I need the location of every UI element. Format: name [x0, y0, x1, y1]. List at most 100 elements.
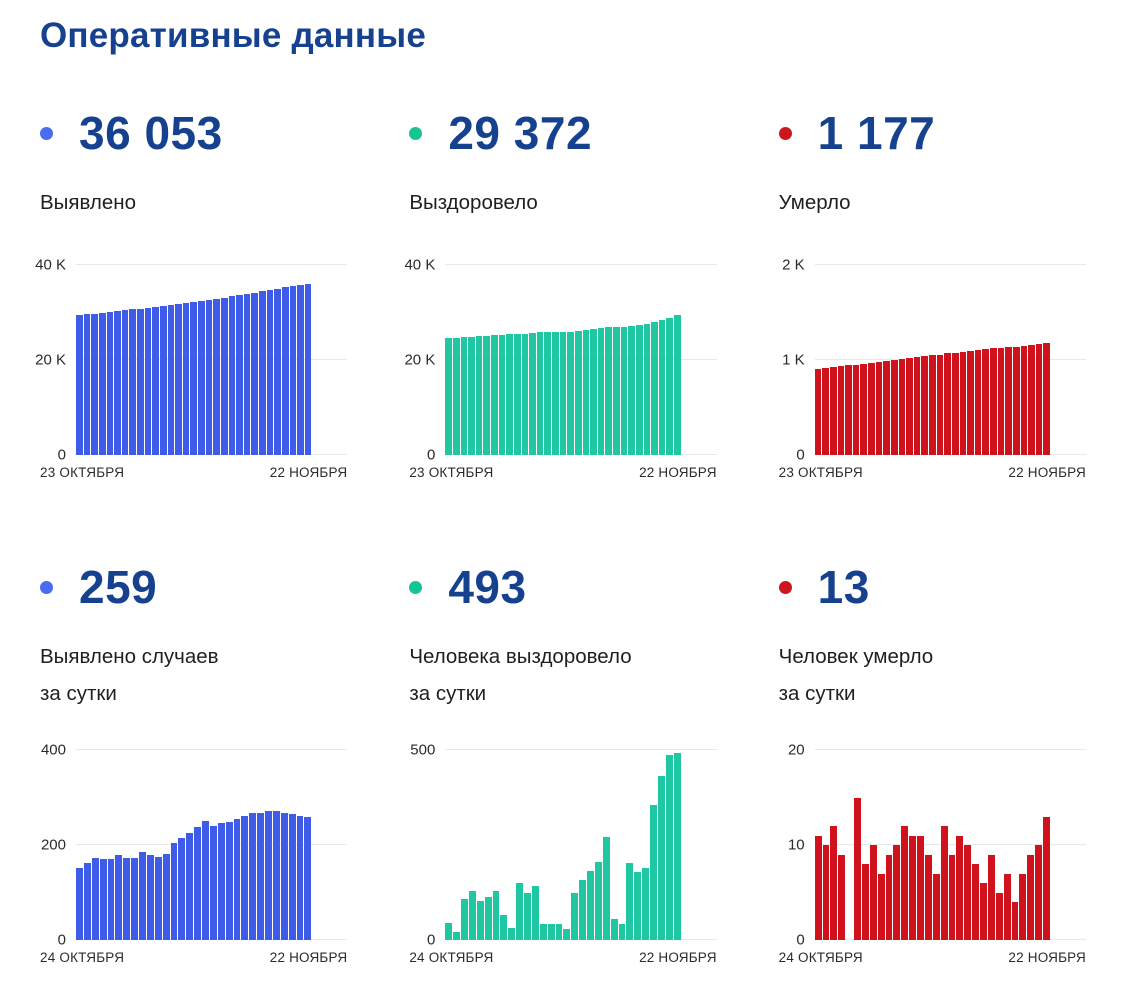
y-axis-labels: 20 10 0 [779, 742, 815, 949]
blue-dot-icon [40, 126, 53, 140]
gridline [814, 844, 1086, 845]
stat-value: 29 372 [448, 107, 593, 159]
bar [1019, 873, 1027, 940]
stat-label-line: за сутки [40, 682, 117, 705]
bar [115, 854, 123, 940]
bar [814, 368, 822, 455]
bar [634, 872, 642, 940]
y-tick-label: 0 [426, 446, 436, 464]
bar [144, 307, 152, 455]
bar [220, 297, 228, 455]
bar [98, 312, 106, 455]
bar [531, 886, 539, 940]
bar [146, 855, 154, 940]
stat-label: Выявлено случаев за сутки [40, 638, 347, 712]
bar [650, 805, 657, 940]
bar [635, 324, 643, 455]
bar [814, 835, 822, 940]
bar [137, 308, 144, 455]
stat-label: Человек умерло за сутки [779, 638, 1086, 712]
x-axis-end-label: 22 НОЯБРЯ [1008, 465, 1086, 480]
gridline [76, 749, 348, 750]
gridline [814, 264, 1086, 265]
bar [1035, 344, 1043, 455]
bar [597, 328, 605, 455]
bar [1035, 845, 1043, 940]
y-tick-label: 40 K [35, 256, 66, 274]
bar [964, 845, 972, 940]
bar [152, 306, 159, 455]
stat-label: Выявлено [40, 184, 347, 221]
bar [265, 810, 272, 940]
top-row: 36 053 Выявлено 40 K 20 K 0 23 ОКТЯБРЯ 22 … [35, 104, 1086, 482]
bar [893, 845, 901, 940]
gridline [76, 264, 348, 265]
bar [280, 813, 288, 940]
bar [281, 287, 289, 455]
bar-series [76, 750, 312, 940]
bar [651, 322, 658, 455]
stat-label: Человека выздоровело за сутки [409, 638, 716, 712]
y-axis-labels: 500 0 [409, 742, 445, 949]
x-axis: 24 ОКТЯБРЯ 22 НОЯБРЯ [40, 949, 347, 967]
bar [852, 364, 860, 455]
stat-card-detected-total: 36 053 Выявлено 40 K 20 K 0 23 ОКТЯБРЯ 22 … [35, 104, 348, 482]
x-axis-end-label: 22 НОЯБРЯ [1008, 950, 1086, 965]
stat-card-recovered-daily: 493 Человека выздоровело за сутки 500 0 2… [409, 558, 717, 967]
bar [1012, 346, 1020, 455]
stat-row: 259 [40, 558, 347, 616]
bar [980, 883, 987, 940]
page-title: Оперативные данные [40, 16, 426, 55]
bar [288, 814, 296, 940]
stat-row: 29 372 [409, 104, 716, 162]
bar [241, 816, 249, 940]
bar [860, 363, 868, 455]
y-axis-labels: 2 K 1 K 0 [779, 257, 815, 464]
bar [296, 815, 304, 940]
x-axis: 23 ОКТЯБРЯ 22 НОЯБРЯ [40, 464, 347, 482]
bar [829, 366, 837, 455]
bar [139, 852, 146, 940]
y-axis-labels: 400 200 0 [40, 742, 76, 949]
bar [272, 811, 280, 940]
bar [476, 900, 484, 940]
bar [547, 924, 555, 940]
y-tick-label: 0 [796, 931, 805, 949]
bar [995, 892, 1003, 940]
x-axis-start-label: 23 ОКТЯБРЯ [409, 465, 494, 480]
bar [658, 320, 666, 455]
bar [594, 861, 602, 940]
stat-label-line: Выздоровело [409, 191, 538, 214]
bar [304, 816, 312, 940]
stat-card-detected-daily: 259 Выявлено случаев за сутки 400 200 0 24… [40, 558, 348, 967]
bar [304, 283, 312, 455]
bar [484, 896, 492, 940]
stat-card-died-daily: 13 Человек умерло за сутки 20 10 0 24 ОКТЯ… [778, 558, 1086, 967]
bar [559, 331, 567, 455]
y-tick-label: 20 K [404, 351, 436, 369]
bar [909, 835, 917, 940]
x-axis: 23 ОКТЯБРЯ 22 НОЯБРЯ [779, 464, 1086, 482]
bar [626, 863, 634, 940]
bar [890, 360, 898, 455]
stat-label-line: за сутки [409, 682, 487, 705]
stat-value: 13 [817, 561, 870, 613]
bar [1011, 902, 1019, 940]
bar [162, 854, 170, 940]
bar [673, 752, 681, 940]
bar [563, 929, 571, 940]
bar [452, 337, 460, 455]
chart-area: 40 K 20 K 0 [35, 257, 348, 464]
bar [571, 892, 579, 940]
bar [929, 355, 936, 455]
bar [83, 314, 91, 455]
bar [951, 352, 959, 455]
bar [249, 812, 257, 940]
bottom-row: 259 Выявлено случаев за сутки 400 200 0 24… [40, 558, 1086, 967]
bar [107, 858, 115, 940]
bar [956, 835, 964, 940]
bar [869, 845, 877, 940]
plot-area [445, 749, 717, 940]
bar [178, 837, 186, 940]
x-axis-end-label: 22 НОЯБРЯ [269, 465, 348, 480]
